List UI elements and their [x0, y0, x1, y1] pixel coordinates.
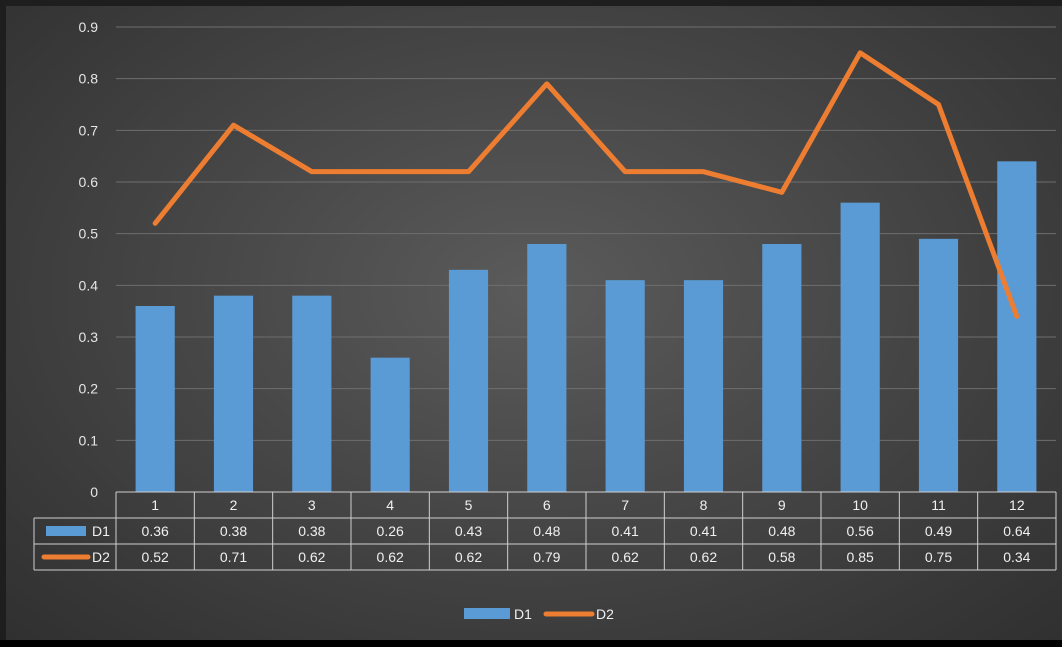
d1-bar	[605, 280, 645, 492]
x-category-label: 11	[931, 497, 946, 513]
y-tick-label: 0.9	[79, 19, 99, 35]
x-category-label: 4	[386, 497, 394, 513]
d1-bar	[135, 306, 175, 492]
data-label: 0.38	[298, 523, 325, 539]
data-label: 0.62	[377, 549, 404, 565]
d1-bar	[840, 202, 880, 492]
x-category-label: 10	[852, 497, 868, 513]
d1-bar	[213, 295, 254, 492]
data-label: 0.43	[455, 523, 482, 539]
data-label: 0.79	[533, 549, 560, 565]
d1-bar	[527, 244, 567, 492]
x-category-label: 5	[465, 497, 473, 513]
d1-bar	[448, 269, 489, 492]
y-tick-label: 0.2	[79, 381, 99, 397]
data-label: 0.85	[847, 549, 874, 565]
data-label: 0.52	[142, 549, 169, 565]
data-label: 0.62	[612, 549, 639, 565]
series-row-label: D2	[92, 549, 110, 565]
d2-legend-label: D2	[596, 606, 614, 622]
x-category-label: 3	[308, 497, 316, 513]
d2-line-path	[152, 50, 1020, 319]
y-tick-label: 0.1	[79, 432, 99, 448]
y-axis-tick-labels: 0 0.1 0.2 0.3 0.4 0.5 0.6 0.7 0.8 0.9	[79, 19, 99, 500]
y-tick-label: 0.7	[79, 122, 99, 138]
d2-line	[152, 50, 1020, 319]
y-tick-label: 0.5	[79, 226, 99, 242]
d1-bar	[918, 238, 959, 492]
combo-chart: 00.10.20.30.40.50.60.70.80.9 1 2 3 4 5 6 7 8 9 10…	[33, 19, 1057, 622]
data-label: 0.62	[455, 549, 482, 565]
legend: D1 D2	[464, 606, 614, 622]
bottom-border	[0, 640, 1062, 647]
d1-bar	[762, 244, 802, 492]
data-label: 0.36	[142, 523, 169, 539]
data-label: 0.49	[925, 523, 952, 539]
x-category-label: 12	[1009, 497, 1025, 513]
y-tick-label: 0	[90, 484, 98, 500]
gridlines	[116, 26, 1056, 441]
d1-legend-label: D1	[514, 606, 532, 622]
y-tick-label: 0.3	[79, 329, 99, 345]
data-label: 0.48	[768, 523, 795, 539]
d1-legend-key	[464, 608, 510, 619]
data-label: 0.58	[768, 549, 795, 565]
y-tick-label: 0.4	[79, 277, 99, 293]
data-label: 0.62	[690, 549, 717, 565]
data-label: 0.26	[377, 523, 404, 539]
data-label: 0.62	[298, 549, 325, 565]
data-label: 0.75	[925, 549, 952, 565]
x-category-label: 9	[778, 497, 786, 513]
data-label: 0.64	[1003, 523, 1030, 539]
x-category-label: 6	[543, 497, 551, 513]
series-row-label: D1	[92, 523, 110, 539]
data-label: 0.48	[533, 523, 560, 539]
data-label: 0.38	[220, 523, 247, 539]
x-category-label: 2	[230, 497, 238, 513]
y-tick-label: 0.8	[79, 71, 99, 87]
d1-bar	[292, 295, 332, 492]
d1-bar	[997, 161, 1037, 493]
data-label: 0.41	[690, 523, 717, 539]
data-label: 0.34	[1003, 549, 1030, 565]
chart-area: 0 0.1 0.2 0.3 0.4 0.5 0.6 0.7 0.8 0.9 1 2 3 4 5 6 7 8 9 10…	[6, 6, 1062, 640]
d1-bars	[135, 161, 1037, 493]
data-label: 0.41	[612, 523, 639, 539]
data-label: 0.56	[847, 523, 874, 539]
x-category-label: 8	[700, 497, 708, 513]
y-tick-label: 0.6	[79, 174, 99, 190]
d1-bar	[683, 280, 724, 492]
x-category-label: 1	[151, 497, 159, 513]
data-label: 0.71	[220, 549, 247, 565]
x-category-label: 7	[621, 497, 629, 513]
d1-bar	[370, 357, 410, 492]
d1-table-key	[46, 526, 86, 536]
